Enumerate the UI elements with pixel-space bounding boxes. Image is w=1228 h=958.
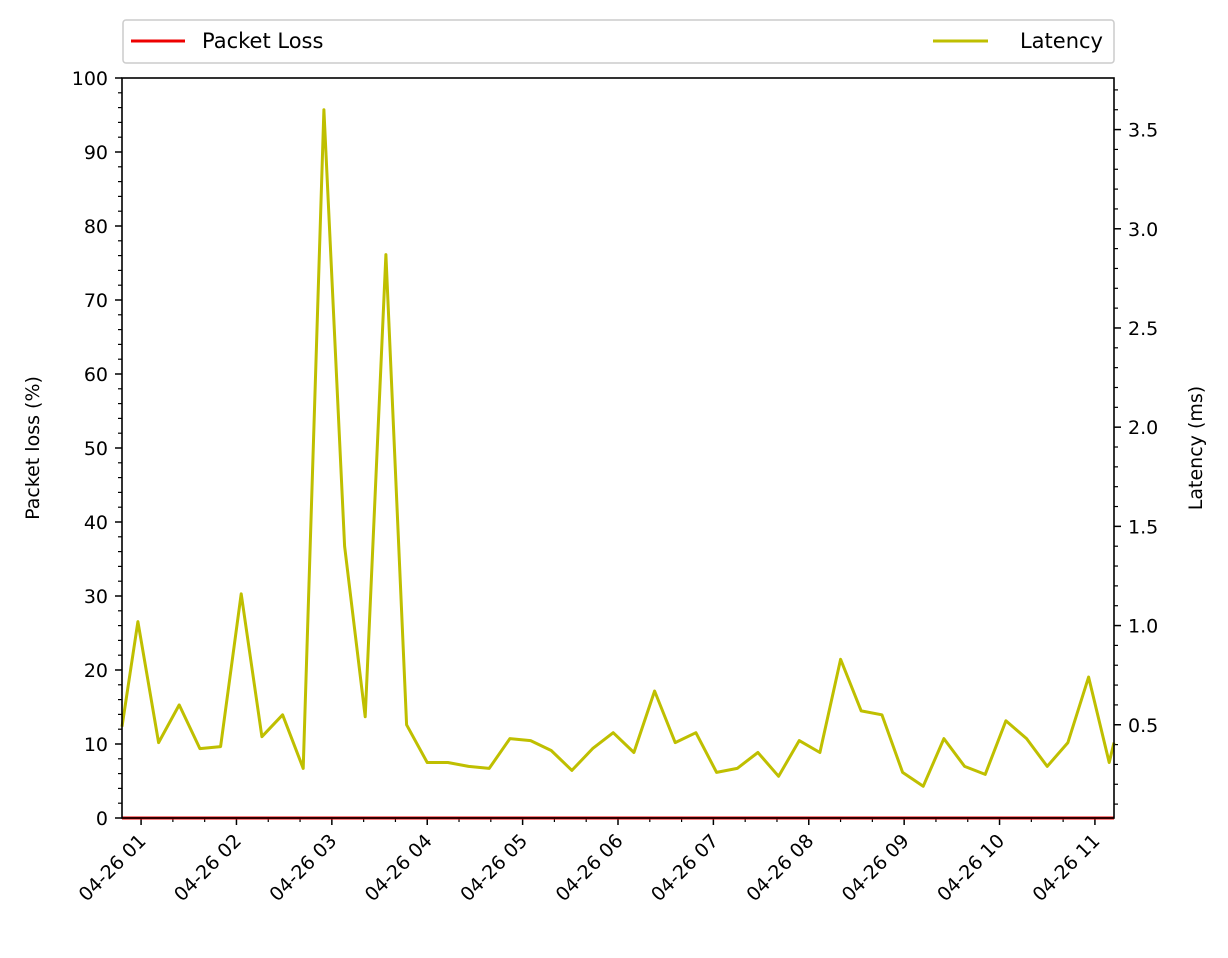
y-right-axis-label: Latency (ms) bbox=[1185, 386, 1207, 510]
legend-label-packet-loss: Packet Loss bbox=[202, 29, 323, 53]
plot-frame bbox=[121, 77, 1115, 819]
y-left-tick-label: 0 bbox=[96, 808, 108, 830]
y-left-tick-label: 20 bbox=[84, 660, 108, 682]
y-right-tick-label: 1.5 bbox=[1128, 516, 1158, 538]
y-left-tick-label: 40 bbox=[84, 512, 108, 534]
y-right-tick-label: 1.0 bbox=[1128, 616, 1158, 638]
legend-label-latency: Latency bbox=[1020, 29, 1103, 53]
y-left-tick-label: 50 bbox=[84, 438, 108, 460]
y-right-tick-label: 2.0 bbox=[1128, 417, 1158, 439]
y-left-tick-label: 60 bbox=[84, 364, 108, 386]
legend-box bbox=[122, 19, 1115, 64]
y-right-tick-label: 3.5 bbox=[1128, 120, 1158, 142]
y-right-tick-label: 2.5 bbox=[1128, 318, 1158, 340]
y-left-axis-label: Packet loss (%) bbox=[22, 376, 44, 520]
y-right-tick-label: 3.0 bbox=[1128, 219, 1158, 241]
y-left-tick-label: 70 bbox=[84, 290, 108, 312]
y-left-tick-label: 100 bbox=[72, 68, 108, 90]
y-right-tick-label: 0.5 bbox=[1128, 715, 1158, 737]
y-left-tick-label: 80 bbox=[84, 216, 108, 238]
series-latency bbox=[120, 108, 1116, 788]
legend: Packet Loss Latency bbox=[122, 19, 1115, 64]
y-left-tick-label: 10 bbox=[84, 734, 108, 756]
y-left-tick-label: 30 bbox=[84, 586, 108, 608]
y-left-tick-label: 90 bbox=[84, 142, 108, 164]
